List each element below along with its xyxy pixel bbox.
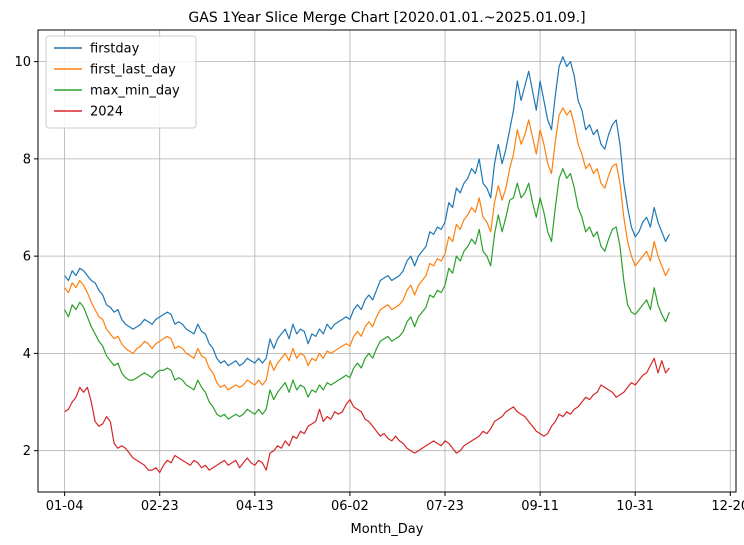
chart-title: GAS 1Year Slice Merge Chart [2020.01.01.… [188,10,585,26]
series-line-2024 [64,357,670,474]
axis-ticks: 01-04 02-23 04-13 06-02 07-23 09-11 10-31 12-20… [14,55,744,514]
series-line-firstday [64,56,670,367]
x-tick-label: 04-13 [236,499,274,514]
legend-label: 2024 [90,105,123,120]
legend-label: firstday [90,42,140,57]
x-tick-label: 01-04 [46,499,84,514]
x-tick-label: 10-31 [616,499,654,514]
x-tick-label: 12-20 [711,499,744,514]
x-tick-label: 07-23 [426,499,464,514]
legend-label: max_min_day [90,84,180,99]
y-tick-label: 2 [23,444,31,459]
series-line-max-min-day [64,168,670,420]
x-axis-title: Month_Day [351,522,424,537]
x-tick-label: 09-11 [521,499,559,514]
y-tick-label: 10 [14,55,31,70]
y-tick-label: 4 [23,347,31,362]
series-lines [64,56,670,474]
y-tick-label: 6 [23,250,31,265]
series-line-first-last-day [64,107,670,391]
y-tick-label: 8 [23,152,31,167]
plot-frame [37,29,737,493]
legend-box [45,35,197,129]
x-tick-label: 02-23 [141,499,179,514]
legend-label: first_last_day [90,63,176,78]
x-tick-label: 06-02 [331,499,369,514]
legend: firstday first_last_day max_min_day 2024 [45,35,197,129]
